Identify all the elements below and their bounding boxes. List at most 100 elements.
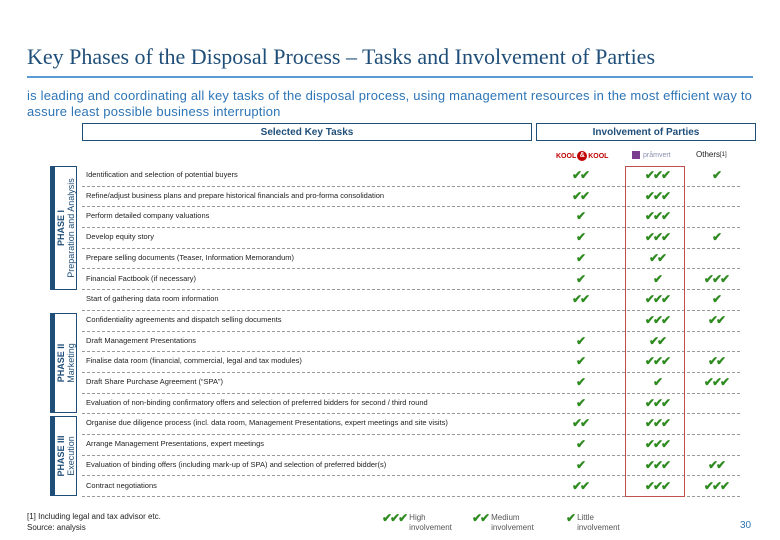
others-footnote-ref: [1] bbox=[720, 151, 727, 158]
pw-involvement: ✔✔ bbox=[648, 250, 667, 265]
task-label: Arrange Management Presentations, expert… bbox=[86, 439, 265, 449]
kool-involvement: ✔ bbox=[575, 271, 586, 286]
kool-involvement: ✔ bbox=[575, 375, 586, 389]
others-involvement: ✔✔✔ bbox=[703, 375, 730, 389]
task-label: Develop equity story bbox=[86, 232, 154, 242]
legend-high-checks: ✔✔✔ bbox=[382, 511, 408, 525]
phase-1-box: PHASE I Preparation and Analysis bbox=[50, 166, 77, 290]
pw-involvement: ✔✔✔ bbox=[644, 395, 671, 410]
kool-logo-left: KOOL bbox=[556, 152, 577, 160]
task-label: Draft Share Purchase Agreement (“SPA”) bbox=[86, 377, 223, 386]
pw-involvement: ✔✔✔ bbox=[644, 457, 671, 472]
others-involvement: ✔✔ bbox=[707, 457, 726, 472]
legend-high-line2: involvement bbox=[409, 523, 452, 532]
legend-medium-line1: Medium bbox=[491, 513, 520, 522]
footnote-line-1: [1] Including legal and tax advisor etc. bbox=[27, 512, 161, 521]
pw-involvement: ✔✔✔ bbox=[644, 354, 671, 369]
pw-involvement: ✔✔✔ bbox=[644, 209, 671, 224]
task-label: Identification and selection of potentia… bbox=[86, 170, 238, 179]
task-label: Perform detailed company valuations bbox=[86, 211, 210, 221]
pw-involvement: ✔ bbox=[652, 271, 663, 286]
kool-involvement: ✔✔ bbox=[571, 478, 590, 493]
task-label: Start of gathering data room information bbox=[86, 294, 219, 304]
table-row: Contract negotiations ✔✔ ✔✔✔ ✔✔✔ bbox=[82, 477, 740, 498]
legend-medium: ✔✔ Medium involvement bbox=[472, 511, 534, 533]
table-row: Identification and selection of potentia… bbox=[82, 166, 740, 187]
page-number: 30 bbox=[740, 520, 752, 531]
kool-logo: KOOL & KOOL bbox=[556, 151, 608, 161]
kool-involvement: ✔ bbox=[575, 354, 586, 369]
legend-high-line1: High bbox=[409, 513, 426, 522]
footnote: [1] Including legal and tax advisor etc.… bbox=[27, 511, 161, 533]
others-label: Others bbox=[696, 150, 721, 159]
phase-3-num: PHASE III bbox=[55, 435, 66, 477]
pw-logo-mark bbox=[632, 151, 640, 159]
phase-2-label: PHASE II Marketing bbox=[56, 343, 76, 383]
phase-1-num: PHASE I bbox=[55, 210, 66, 247]
table-row: Finalise data room (financial, commercia… bbox=[82, 352, 740, 373]
involvement-header: Involvement of Parties bbox=[536, 123, 756, 141]
task-label: Evaluation of non-binding confirmatory o… bbox=[86, 397, 428, 407]
kool-involvement: ✔ bbox=[575, 250, 586, 265]
table-row: Confidentiality agreements and dispatch … bbox=[82, 311, 740, 332]
kool-involvement: ✔ bbox=[575, 457, 586, 472]
others-involvement: ✔ bbox=[711, 292, 722, 307]
pw-involvement: ✔✔✔ bbox=[644, 437, 671, 452]
kool-involvement: ✔ bbox=[575, 437, 586, 452]
kool-logo-right: KOOL bbox=[588, 152, 609, 160]
others-involvement: ✔✔✔ bbox=[703, 271, 730, 286]
phase-3-box: PHASE III Execution bbox=[50, 416, 77, 496]
table-row: Perform detailed company valuations ✔ ✔✔✔ bbox=[82, 207, 740, 229]
phase-2-name: Marketing bbox=[65, 343, 76, 383]
task-label: Organise due diligence process (incl. da… bbox=[86, 418, 448, 428]
phase-1-label: PHASE I Preparation and Analysis bbox=[56, 178, 76, 278]
legend-medium-checks: ✔✔ bbox=[472, 511, 490, 525]
phase-2-box: PHASE II Marketing bbox=[50, 313, 77, 413]
task-label: Financial Factbook (if necessary) bbox=[86, 273, 197, 283]
pw-involvement: ✔✔ bbox=[648, 333, 667, 348]
legend-high: ✔✔✔ High involvement bbox=[382, 511, 452, 533]
phase-3-name: Execution bbox=[65, 436, 76, 476]
task-label: Finalise data room (financial, commercia… bbox=[86, 356, 302, 366]
pw-involvement: ✔✔✔ bbox=[644, 188, 671, 203]
kool-logo-dot: & bbox=[577, 151, 588, 161]
table-row: Draft Share Purchase Agreement (“SPA”) ✔ ✔… bbox=[82, 373, 740, 394]
phase-2-num: PHASE II bbox=[55, 343, 66, 383]
others-involvement: ✔ bbox=[711, 168, 722, 182]
page-subtitle: is leading and coordinating all key task… bbox=[27, 88, 753, 119]
footnote-source: Source: analysis bbox=[27, 523, 86, 532]
pw-involvement: ✔✔✔ bbox=[644, 416, 671, 431]
pw-column-highlight bbox=[625, 166, 685, 497]
kool-involvement: ✔✔ bbox=[571, 416, 590, 431]
table-row: Start of gathering data room information… bbox=[82, 290, 740, 311]
pw-involvement: ✔✔✔ bbox=[644, 312, 671, 327]
others-header: Others [1] bbox=[696, 150, 727, 159]
task-label: Refine/adjust business plans and prepare… bbox=[86, 190, 385, 200]
pw-involvement: ✔✔✔ bbox=[644, 230, 671, 245]
phase-1-name: Preparation and Analysis bbox=[65, 178, 76, 278]
task-label: Draft Management Presentations bbox=[86, 335, 197, 345]
pw-logo-text: pråmvert bbox=[643, 151, 671, 159]
kool-involvement: ✔✔ bbox=[571, 168, 590, 182]
legend-little-checks: ✔ bbox=[566, 511, 576, 525]
task-label: Contract negotiations bbox=[86, 480, 157, 490]
pw-involvement: ✔✔✔ bbox=[644, 292, 671, 307]
table-row: Financial Factbook (if necessary) ✔ ✔ ✔✔✔ bbox=[82, 270, 740, 291]
table-row: Evaluation of non-binding confirmatory o… bbox=[82, 394, 740, 415]
pw-involvement: ✔✔✔ bbox=[644, 168, 671, 182]
table-row: Refine/adjust business plans and prepare… bbox=[82, 187, 740, 208]
task-label: Confidentiality agreements and dispatch … bbox=[86, 314, 282, 324]
page-title: Key Phases of the Disposal Process – Tas… bbox=[27, 44, 656, 69]
task-label: Prepare selling documents (Teaser, Infor… bbox=[86, 252, 295, 262]
legend-little-line1: Little bbox=[577, 513, 594, 522]
kool-involvement: ✔✔ bbox=[571, 188, 590, 203]
table-row: Arrange Management Presentations, expert… bbox=[82, 435, 740, 456]
others-involvement: ✔✔✔ bbox=[703, 478, 730, 493]
pw-involvement: ✔✔✔ bbox=[644, 478, 671, 493]
legend-little: ✔ Little involvement bbox=[566, 511, 620, 533]
kool-involvement: ✔✔ bbox=[571, 292, 590, 307]
kool-involvement: ✔ bbox=[575, 209, 586, 224]
legend-little-line2: involvement bbox=[577, 523, 620, 532]
others-involvement: ✔ bbox=[711, 230, 722, 245]
kool-involvement: ✔ bbox=[575, 395, 586, 410]
